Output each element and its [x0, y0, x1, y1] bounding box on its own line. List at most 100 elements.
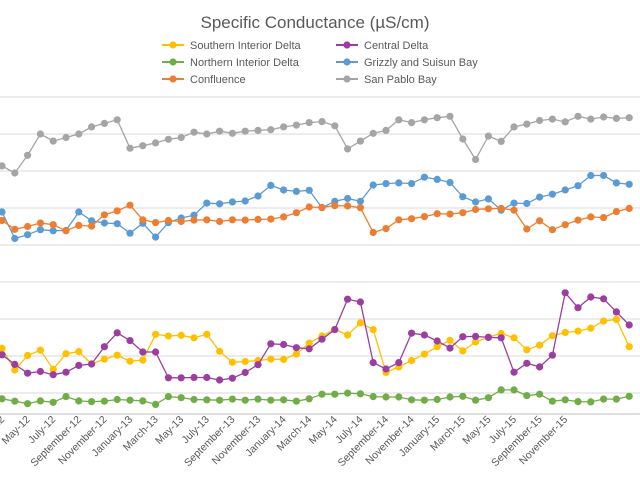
data-point	[241, 357, 249, 366]
data-point	[75, 221, 83, 229]
data-point	[280, 186, 288, 194]
legend-marker	[343, 41, 351, 49]
data-point	[216, 396, 224, 404]
data-point	[152, 400, 160, 408]
x-tick-label: May-15	[460, 414, 493, 447]
data-point	[356, 298, 364, 306]
data-point	[497, 334, 505, 342]
data-point	[254, 395, 262, 403]
data-point	[612, 315, 621, 323]
data-point	[587, 115, 595, 123]
data-point	[612, 179, 621, 187]
data-point	[420, 213, 428, 221]
data-point	[203, 373, 211, 382]
data-point	[331, 202, 339, 210]
data-point	[331, 390, 339, 398]
data-point	[318, 118, 326, 126]
data-point	[408, 356, 416, 365]
legend-label: Southern Interior Delta	[190, 40, 302, 52]
data-point	[420, 331, 428, 339]
data-point	[190, 334, 198, 342]
data-point	[305, 395, 313, 403]
data-point	[536, 363, 544, 371]
data-point	[433, 395, 441, 404]
data-point	[574, 112, 582, 120]
data-point	[203, 130, 211, 138]
data-point	[126, 357, 134, 365]
legend-marker	[343, 58, 351, 66]
data-point	[88, 398, 96, 406]
data-point	[164, 216, 172, 225]
data-point	[561, 328, 569, 337]
data-point	[318, 390, 326, 398]
data-point	[152, 233, 160, 241]
data-point	[356, 197, 364, 205]
x-tick-label: May-13	[153, 414, 186, 447]
data-point	[49, 371, 57, 379]
data-point	[459, 193, 467, 201]
data-point	[574, 398, 582, 406]
legend-entry: Northern Interior Delta	[162, 57, 300, 69]
data-point	[241, 127, 249, 135]
data-point	[625, 392, 633, 400]
data-point	[497, 204, 505, 212]
data-point	[369, 181, 377, 189]
data-point	[177, 331, 185, 339]
data-point	[24, 231, 32, 239]
data-point	[11, 397, 19, 405]
data-point	[113, 116, 121, 124]
gridlines	[0, 96, 640, 415]
data-point	[100, 343, 108, 351]
data-point	[177, 374, 185, 382]
data-point	[574, 182, 582, 190]
data-point	[625, 343, 633, 351]
data-point	[472, 338, 480, 346]
data-point	[472, 155, 480, 164]
data-point	[420, 350, 428, 358]
data-point	[510, 386, 518, 394]
data-point	[75, 361, 83, 369]
data-point	[344, 202, 352, 210]
legend-label: Confluence	[190, 74, 246, 86]
data-point	[600, 395, 608, 403]
data-point	[267, 396, 275, 404]
data-point	[561, 186, 569, 194]
legend-marker	[169, 75, 177, 83]
data-point	[113, 220, 121, 228]
data-point	[382, 393, 390, 401]
data-point	[24, 222, 32, 231]
data-point	[241, 216, 249, 224]
data-point	[484, 132, 492, 140]
data-point	[574, 327, 582, 335]
data-point	[49, 227, 57, 235]
data-point	[0, 351, 6, 359]
data-point	[152, 330, 160, 338]
data-point	[0, 208, 6, 216]
legend-entry: Southern Interior Delta	[162, 40, 302, 52]
data-point	[369, 228, 377, 237]
legend-label: Central Delta	[364, 40, 429, 52]
data-point	[420, 396, 428, 404]
data-point	[408, 119, 416, 127]
series-4	[0, 201, 633, 237]
data-point	[49, 398, 57, 406]
data-point	[305, 203, 313, 211]
data-point	[484, 195, 492, 203]
data-point	[600, 295, 608, 303]
data-point	[510, 334, 518, 342]
data-point	[24, 400, 32, 408]
data-point	[561, 396, 569, 404]
data-point	[49, 221, 57, 229]
data-point	[408, 329, 416, 337]
data-point	[420, 173, 428, 181]
data-point	[433, 337, 441, 345]
data-point	[280, 123, 288, 131]
data-point	[305, 119, 313, 127]
data-point	[100, 397, 108, 405]
data-point	[523, 225, 531, 233]
data-point	[433, 114, 441, 122]
data-point	[433, 175, 441, 183]
data-point	[126, 396, 134, 404]
data-point	[331, 326, 339, 334]
data-point	[88, 222, 96, 230]
